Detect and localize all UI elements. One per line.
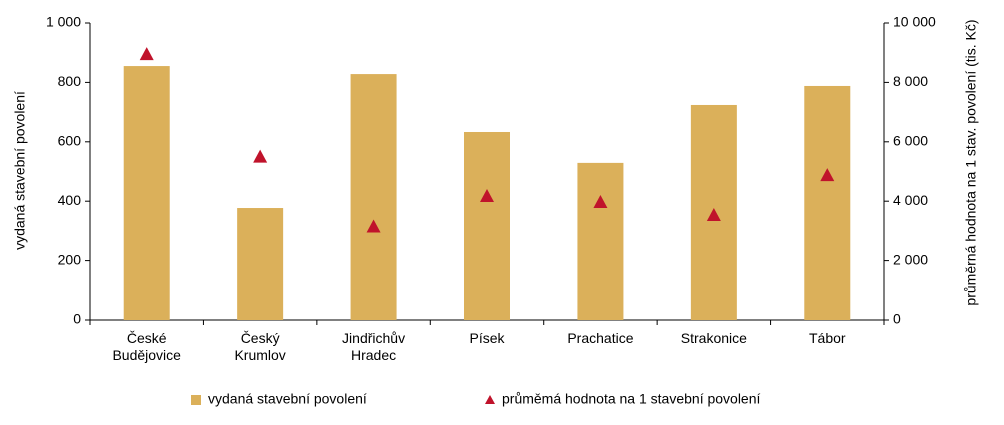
marker [480,189,494,203]
x-tick-label: Prachatice [567,330,634,346]
x-tick-label: Písek [469,330,505,346]
y-tick-label: 0 [73,311,81,327]
y2-tick-label: 2 000 [893,251,928,267]
x-tick-label: České Budějovice [112,330,181,363]
marker [139,47,154,61]
marker [706,208,721,222]
bar [123,66,170,320]
bar [350,74,397,320]
bar [577,162,624,320]
y-tick-label: 600 [58,133,82,149]
marker [820,168,835,182]
legend-label: průměmá hodnota na 1 stavební povolení [502,391,761,407]
legend-swatch [485,395,495,404]
y-tick-label: 400 [58,192,82,208]
x-tick-label: Strakonice [680,330,747,346]
y2-tick-label: 8 000 [893,73,928,89]
y-tick-label: 200 [58,251,82,267]
legend-label: vydaná stavební povolení [208,391,367,407]
y2-tick-label: 4 000 [893,192,928,208]
y-axis-label: vydaná stavební povolení [11,91,28,250]
marker [253,149,268,163]
marker [593,194,608,208]
y2-axis-label: průměrná hodnota na 1 stav. povolení (ti… [962,19,979,306]
x-tick-label: Český Krumlov [234,330,286,363]
y-tick-label: 800 [58,73,82,89]
x-tick-label: Tábor [808,330,846,346]
marker [366,219,381,233]
y2-tick-label: 6 000 [893,133,928,149]
y2-tick-label: 0 [893,311,901,327]
y-tick-label: 1 000 [46,14,81,30]
bar [237,208,284,320]
legend-swatch [191,395,201,405]
bar [804,85,851,321]
y2-tick-label: 10 000 [893,14,936,30]
bar [464,131,510,320]
x-tick-label: Jindřichův Hradec [342,330,406,363]
